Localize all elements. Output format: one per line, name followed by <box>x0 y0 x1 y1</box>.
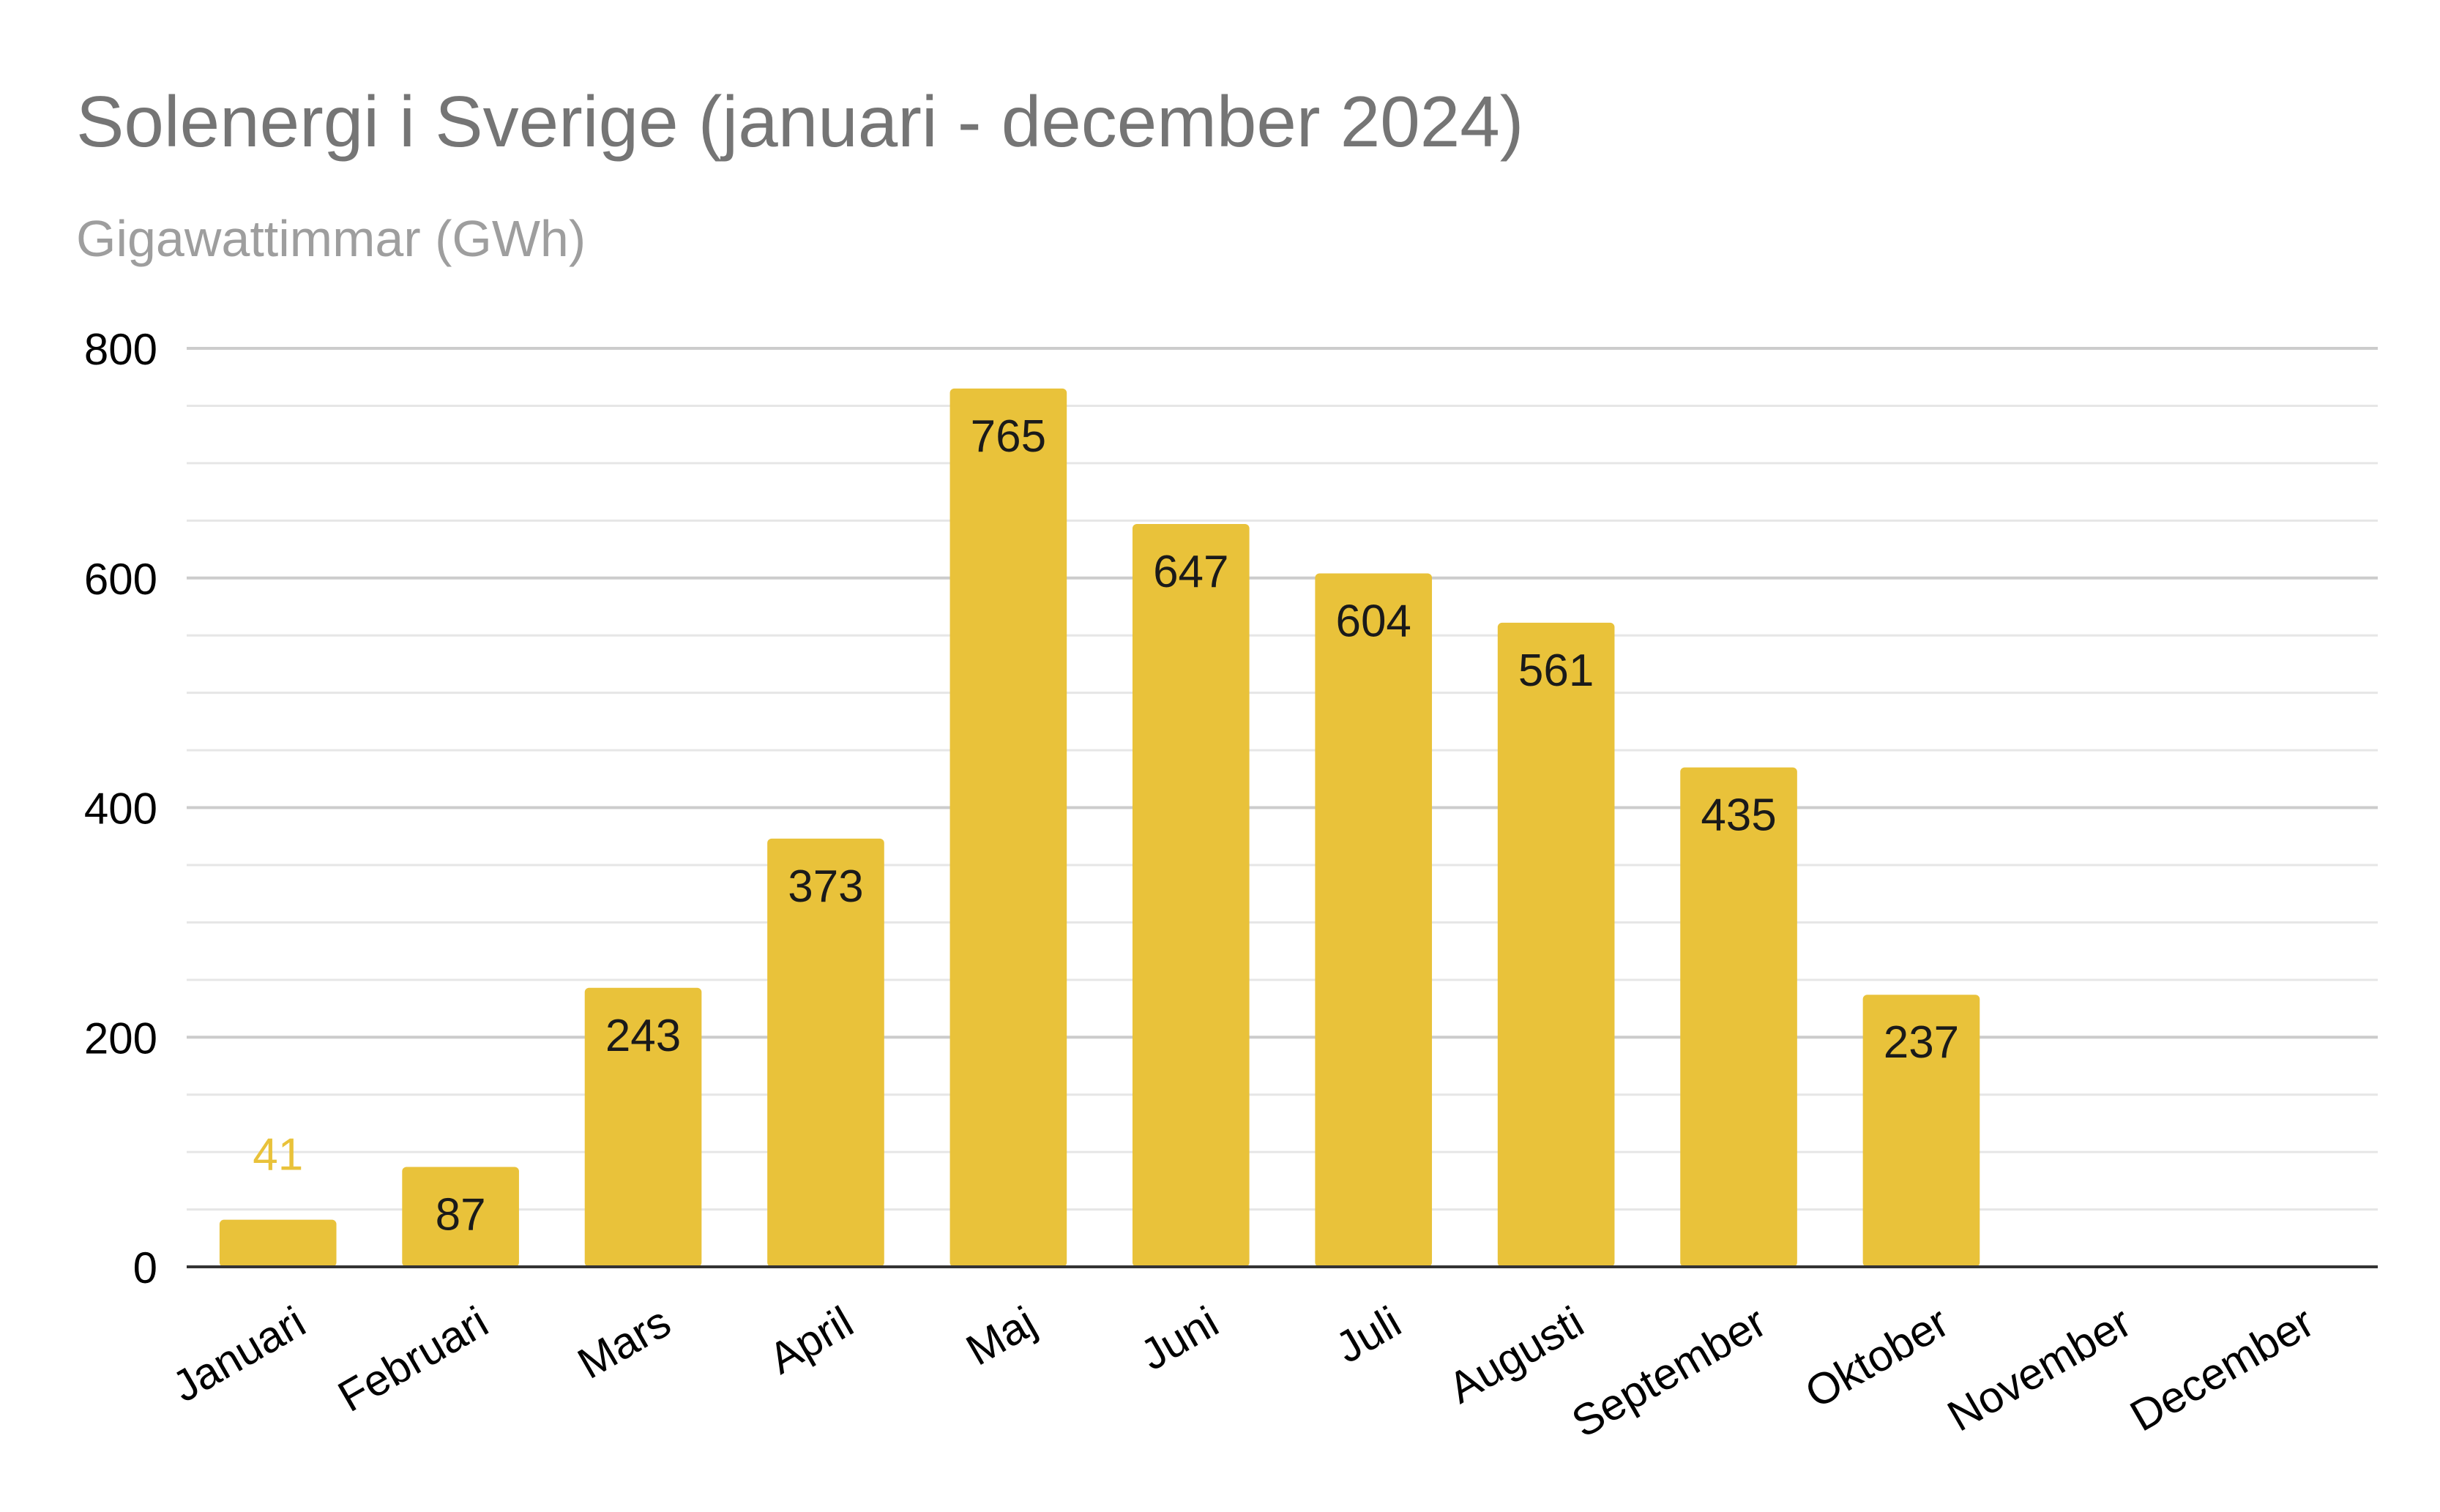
y-tick-label: 400 <box>84 785 157 834</box>
bar <box>402 1167 519 1267</box>
data-label: 647 <box>1153 547 1228 597</box>
x-tick-label: Oktober <box>1797 1297 1957 1418</box>
data-label: 561 <box>1518 645 1594 696</box>
bar <box>1132 524 1250 1267</box>
x-tick-label: December <box>2122 1297 2322 1440</box>
x-tick-label: Januari <box>164 1297 313 1411</box>
bar <box>219 1219 337 1267</box>
y-tick-label: 200 <box>84 1014 157 1063</box>
x-tick-label: Juni <box>1132 1297 1226 1380</box>
bar-series <box>219 388 1980 1267</box>
chart-subtitle: Gigawattimmar (GWh) <box>76 210 586 267</box>
bar <box>1315 573 1433 1267</box>
data-label: 87 <box>436 1190 486 1240</box>
data-label: 41 <box>253 1130 303 1180</box>
y-axis: 0 200 400 600 800 <box>84 325 157 1292</box>
chart-title: Solenergi i Sverige (januari - december … <box>76 81 1523 162</box>
y-tick-label: 600 <box>84 555 157 604</box>
data-label: 243 <box>605 1011 681 1061</box>
bar <box>1680 767 1797 1267</box>
x-tick-label: April <box>761 1297 861 1383</box>
x-tick-label: Mars <box>570 1297 679 1388</box>
gridlines <box>187 347 2378 1211</box>
bar <box>1862 995 1980 1267</box>
x-tick-label: Juli <box>1327 1297 1409 1372</box>
x-tick-label: Februari <box>330 1297 496 1421</box>
data-label: 765 <box>971 411 1046 462</box>
y-tick-label: 800 <box>84 325 157 374</box>
bar <box>949 388 1067 1267</box>
bar <box>584 987 702 1267</box>
x-axis: Januari Februari Mars April Maj Juni Juli Augus… <box>164 1265 2378 1447</box>
x-tick-label: November <box>1939 1297 2139 1440</box>
x-tick-label: Maj <box>958 1297 1044 1374</box>
x-tick-label: September <box>1564 1297 1775 1447</box>
data-label: 604 <box>1335 596 1411 646</box>
data-labels: 41 87 243 373 765 647 604 561 435 237 <box>253 411 1959 1240</box>
data-label: 435 <box>1701 790 1776 841</box>
y-tick-label: 0 <box>133 1243 157 1292</box>
bar <box>767 838 884 1267</box>
data-label: 237 <box>1884 1017 1959 1068</box>
x-tick-label: Augusti <box>1440 1297 1592 1412</box>
data-label: 373 <box>788 861 863 912</box>
bar <box>1497 622 1615 1267</box>
